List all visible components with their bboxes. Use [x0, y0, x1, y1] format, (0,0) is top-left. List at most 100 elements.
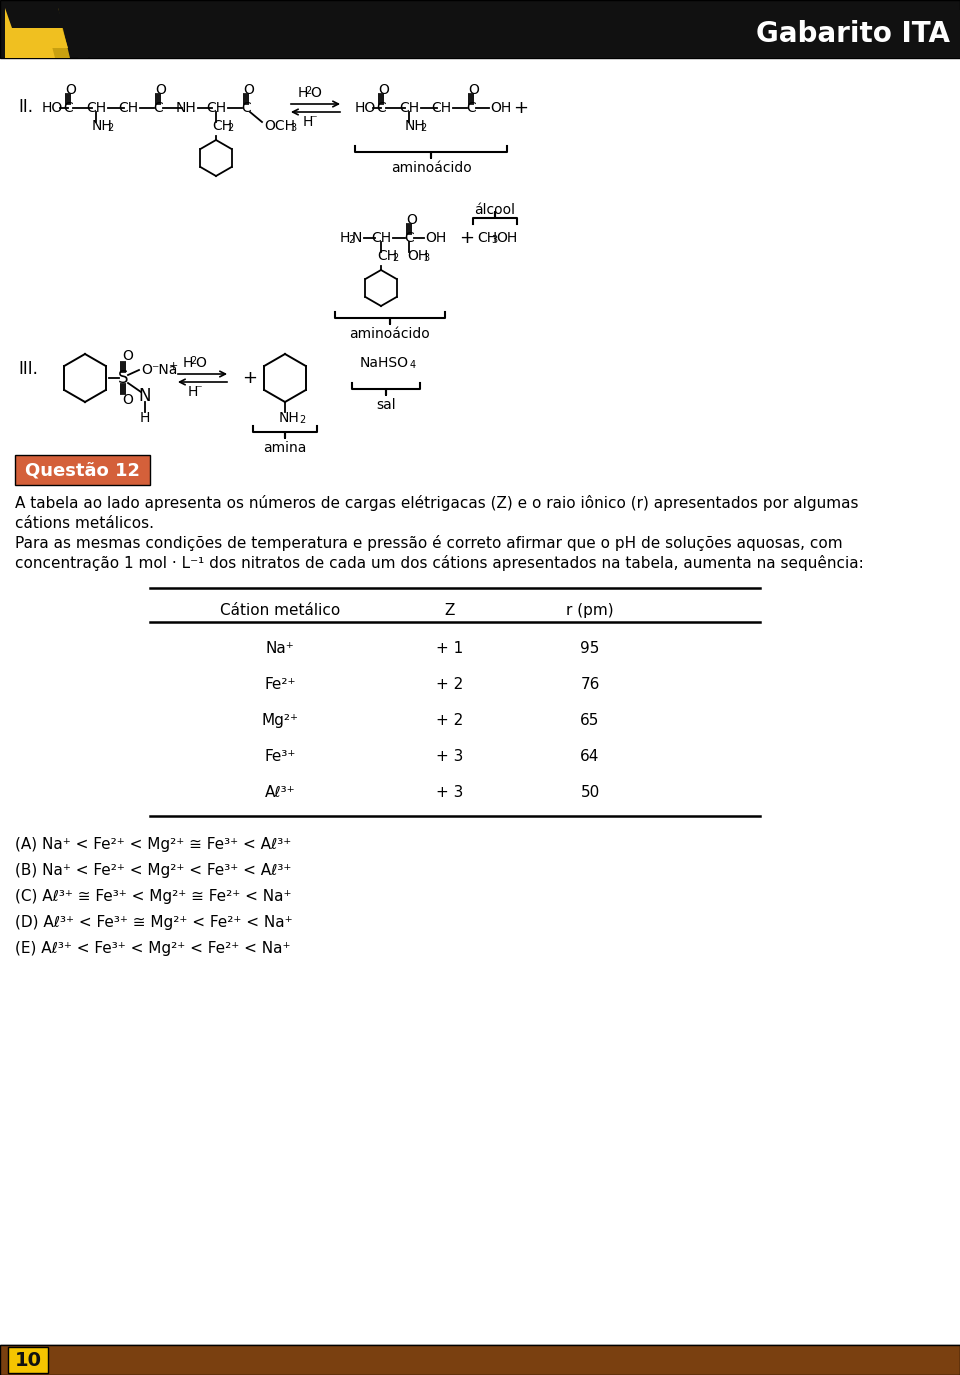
FancyBboxPatch shape	[0, 0, 960, 58]
Text: CH: CH	[399, 100, 420, 116]
Text: O: O	[141, 363, 152, 377]
Text: H: H	[140, 411, 150, 425]
Text: H: H	[183, 356, 193, 370]
Polygon shape	[90, 10, 110, 58]
Text: (B) Na⁺ < Fe²⁺ < Mg²⁺ < Fe³⁺ < Aℓ³⁺: (B) Na⁺ < Fe²⁺ < Mg²⁺ < Fe³⁺ < Aℓ³⁺	[15, 862, 292, 877]
Polygon shape	[5, 4, 55, 8]
Text: (C) Aℓ³⁺ ≅ Fe³⁺ < Mg²⁺ ≅ Fe²⁺ < Na⁺: (C) Aℓ³⁺ ≅ Fe³⁺ < Mg²⁺ ≅ Fe²⁺ < Na⁺	[15, 888, 292, 903]
Text: aminoácido: aminoácido	[391, 161, 471, 175]
Text: NH: NH	[176, 100, 197, 116]
Text: Fe²⁺: Fe²⁺	[264, 676, 296, 692]
Text: CH: CH	[431, 100, 451, 116]
Text: C: C	[376, 100, 386, 116]
Text: Gabarito ITA: Gabarito ITA	[756, 21, 950, 48]
Text: HO: HO	[355, 100, 376, 116]
Polygon shape	[5, 8, 65, 28]
Text: CH: CH	[212, 120, 232, 133]
Text: CH: CH	[206, 100, 226, 116]
Text: CH: CH	[371, 231, 391, 245]
Text: +: +	[169, 362, 179, 371]
Text: 3: 3	[423, 253, 429, 263]
Polygon shape	[102, 10, 122, 58]
Text: sal: sal	[376, 397, 396, 412]
Text: O: O	[378, 82, 390, 98]
Text: N: N	[352, 231, 362, 245]
Text: A tabela ao lado apresenta os números de cargas elétrigacas (Z) e o raio iônico : A tabela ao lado apresenta os números de…	[15, 495, 858, 512]
Text: 3: 3	[491, 235, 497, 245]
Text: + 1: + 1	[437, 641, 464, 656]
Polygon shape	[8, 28, 68, 48]
Text: CH: CH	[377, 249, 397, 263]
Text: ⁻: ⁻	[310, 114, 317, 126]
Text: 10: 10	[14, 1350, 41, 1370]
Text: ⁻Na: ⁻Na	[151, 363, 178, 377]
Text: OCH: OCH	[264, 120, 295, 133]
Text: + 3: + 3	[436, 785, 464, 799]
Text: cátions metálicos.: cátions metálicos.	[15, 516, 154, 531]
Text: NH: NH	[92, 120, 112, 133]
Text: Cátion metálico: Cátion metálico	[220, 602, 340, 617]
Text: 76: 76	[580, 676, 600, 692]
Text: aminoácido: aminoácido	[349, 327, 430, 341]
Text: Fe³⁺: Fe³⁺	[264, 748, 296, 763]
Text: CH: CH	[477, 231, 497, 245]
Text: (A) Na⁺ < Fe²⁺ < Mg²⁺ ≅ Fe³⁺ < Aℓ³⁺: (A) Na⁺ < Fe²⁺ < Mg²⁺ ≅ Fe³⁺ < Aℓ³⁺	[15, 836, 291, 851]
Text: 2: 2	[392, 253, 398, 263]
Text: O: O	[468, 82, 479, 98]
Text: OH: OH	[425, 231, 446, 245]
Text: + 2: + 2	[437, 712, 464, 727]
FancyBboxPatch shape	[0, 1345, 960, 1375]
Text: 2: 2	[107, 122, 113, 133]
Text: H: H	[340, 231, 350, 245]
Text: NH: NH	[279, 411, 300, 425]
Text: 2: 2	[420, 122, 426, 133]
Text: Z: Z	[444, 602, 455, 617]
Text: Aℓ³⁺: Aℓ³⁺	[265, 785, 296, 799]
Text: NaHSO: NaHSO	[360, 356, 409, 370]
Text: O: O	[156, 82, 166, 98]
Text: 50: 50	[581, 785, 600, 799]
Text: Mg²⁺: Mg²⁺	[261, 712, 299, 727]
Text: 95: 95	[580, 641, 600, 656]
Text: O: O	[407, 213, 418, 227]
Text: 4: 4	[410, 360, 416, 370]
Text: C: C	[63, 100, 73, 116]
Polygon shape	[5, 8, 55, 58]
Text: O: O	[123, 393, 133, 407]
FancyBboxPatch shape	[8, 1348, 48, 1374]
Text: O: O	[310, 87, 321, 100]
Text: C: C	[241, 100, 251, 116]
Polygon shape	[20, 8, 70, 58]
Text: + 3: + 3	[436, 748, 464, 763]
Text: 65: 65	[580, 712, 600, 727]
Text: 2: 2	[227, 122, 233, 133]
Text: C: C	[467, 100, 476, 116]
Text: S: S	[118, 368, 129, 386]
Text: r (pm): r (pm)	[566, 602, 613, 617]
Text: H: H	[188, 385, 199, 399]
Text: CH: CH	[118, 100, 138, 116]
Text: 3: 3	[290, 122, 296, 133]
Text: (D) Aℓ³⁺ < Fe³⁺ ≅ Mg²⁺ < Fe²⁺ < Na⁺: (D) Aℓ³⁺ < Fe³⁺ ≅ Mg²⁺ < Fe²⁺ < Na⁺	[15, 914, 293, 930]
Text: amina: amina	[263, 441, 306, 455]
Text: 2: 2	[348, 235, 354, 245]
Text: HO: HO	[42, 100, 63, 116]
Text: ⁻: ⁻	[195, 384, 202, 396]
Text: 64: 64	[580, 748, 600, 763]
Text: H: H	[303, 116, 313, 129]
Text: H: H	[298, 87, 308, 100]
FancyBboxPatch shape	[15, 455, 150, 485]
Text: O: O	[65, 82, 77, 98]
Text: 2: 2	[305, 87, 311, 96]
Text: Para as mesmas condições de temperatura e pressão é correto afirmar que o pH de : Para as mesmas condições de temperatura …	[15, 535, 843, 551]
Text: CH: CH	[86, 100, 106, 116]
Text: Questão 12: Questão 12	[25, 461, 140, 478]
Text: +: +	[242, 368, 257, 386]
Text: OH: OH	[496, 231, 517, 245]
Text: Na⁺: Na⁺	[266, 641, 295, 656]
Text: +: +	[513, 99, 528, 117]
Text: O: O	[195, 356, 205, 370]
Text: III.: III.	[18, 360, 37, 378]
Text: C: C	[404, 231, 414, 245]
Text: álcool: álcool	[474, 204, 516, 217]
